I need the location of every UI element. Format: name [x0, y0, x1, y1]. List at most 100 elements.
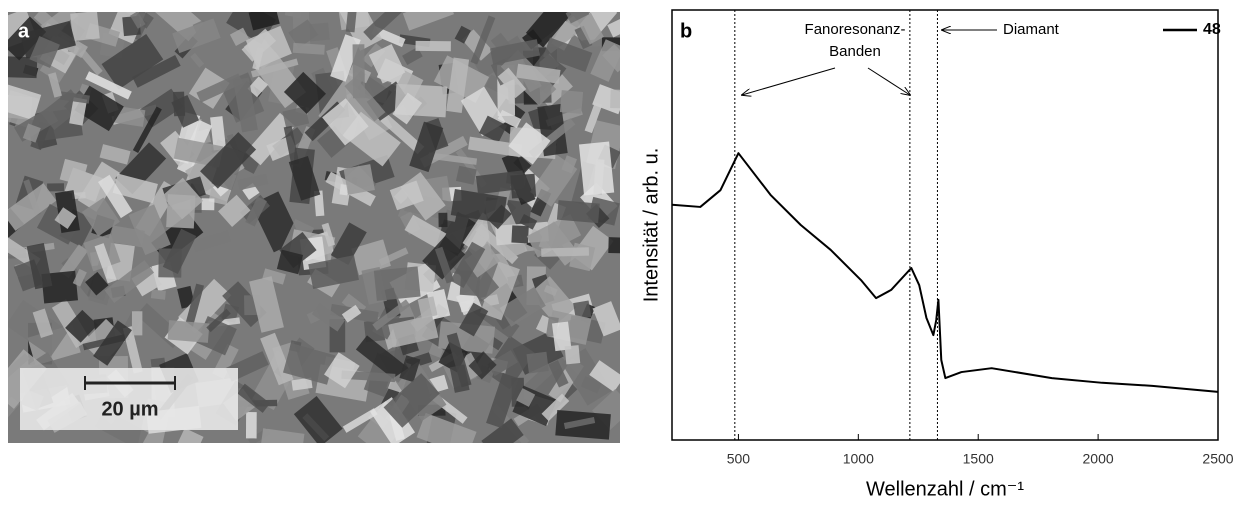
legend-label: 48 — [1203, 21, 1221, 38]
grain — [481, 418, 524, 443]
grain — [565, 12, 590, 24]
grain — [72, 268, 87, 287]
grain — [70, 12, 100, 42]
grain — [245, 112, 295, 166]
grain — [291, 377, 313, 391]
grain — [434, 246, 455, 284]
grain — [526, 351, 549, 374]
grain — [589, 360, 620, 392]
grain — [36, 203, 82, 245]
grain — [8, 56, 38, 79]
grain — [288, 155, 321, 201]
grain — [576, 12, 604, 45]
grain — [341, 304, 362, 323]
grain — [548, 360, 569, 388]
grain — [245, 196, 267, 227]
grain — [308, 255, 359, 289]
grain — [48, 72, 62, 98]
grain — [47, 183, 65, 192]
grain — [508, 122, 551, 165]
grain — [543, 37, 593, 73]
grain — [415, 40, 451, 52]
grain — [112, 173, 158, 204]
grain — [113, 105, 146, 127]
grain — [470, 15, 496, 65]
grain — [71, 192, 86, 200]
grain — [607, 18, 620, 38]
grain — [302, 413, 330, 442]
grain — [339, 184, 349, 196]
grain — [516, 388, 536, 407]
grain — [561, 155, 578, 174]
grain — [519, 213, 538, 230]
grain — [237, 383, 271, 413]
scale-label: 20 µm — [101, 398, 158, 420]
grain — [81, 197, 120, 237]
scale-box — [20, 368, 238, 430]
grain — [416, 412, 477, 443]
grain — [229, 27, 250, 46]
grain — [399, 355, 421, 383]
grain — [556, 200, 600, 224]
x-tick-label: 2500 — [1202, 451, 1233, 467]
grain — [373, 266, 421, 301]
grain — [210, 116, 227, 151]
grain — [343, 164, 375, 195]
grain — [511, 225, 529, 244]
grain — [8, 83, 42, 121]
grain — [438, 212, 448, 228]
data-line — [671, 152, 1219, 393]
grain — [130, 12, 146, 29]
grain — [237, 173, 269, 191]
grain — [341, 370, 396, 383]
x-tick-label: 1000 — [843, 451, 874, 467]
panel-label: b — [680, 20, 692, 42]
grain — [409, 121, 444, 173]
grain — [541, 247, 590, 257]
grain — [248, 12, 280, 31]
grain — [392, 92, 423, 125]
grain — [355, 335, 410, 383]
grain — [172, 18, 221, 54]
grain — [402, 47, 423, 65]
grain — [206, 308, 231, 333]
grain — [32, 308, 54, 339]
grain — [446, 332, 472, 388]
grain — [450, 241, 486, 288]
grain — [131, 311, 143, 336]
arrow — [867, 67, 910, 95]
grain — [417, 296, 438, 319]
grain — [8, 349, 48, 409]
grain — [602, 44, 620, 73]
grain — [184, 283, 205, 329]
grain — [330, 222, 367, 265]
grain — [22, 123, 41, 143]
grain — [573, 300, 592, 320]
grain — [249, 276, 284, 333]
grain — [191, 230, 232, 253]
grain — [459, 302, 489, 337]
grain — [8, 183, 57, 231]
grain — [94, 243, 117, 284]
grain — [242, 183, 260, 200]
grain — [171, 94, 200, 128]
grain — [69, 97, 88, 126]
grain — [150, 289, 166, 300]
grain — [167, 320, 210, 343]
grain — [324, 352, 360, 389]
grain — [468, 136, 523, 158]
annotation: Fanoresonanz- — [805, 21, 906, 38]
grain — [487, 204, 512, 230]
grain — [59, 158, 88, 186]
grain — [428, 152, 478, 165]
grain — [128, 204, 171, 256]
grain — [321, 222, 336, 247]
grain — [345, 12, 358, 33]
grain — [378, 111, 425, 155]
grain — [454, 25, 471, 44]
grain — [161, 177, 204, 220]
grain — [98, 174, 133, 219]
annotation: Banden — [829, 43, 881, 60]
grain — [29, 35, 60, 68]
